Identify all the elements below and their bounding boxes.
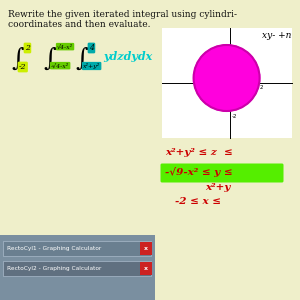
Bar (162, 28, 292, 138)
Bar (140, 262, 152, 275)
Text: coordinates and then evaluate.: coordinates and then evaluate. (8, 20, 151, 29)
Text: x²+y² ≤ z  ≤: x²+y² ≤ z ≤ (165, 148, 233, 157)
Text: 2: 2 (25, 44, 30, 52)
Text: 2: 2 (232, 49, 235, 53)
Text: Rewrite the given iterated integral using cylindri-: Rewrite the given iterated integral usin… (8, 10, 237, 19)
Text: 2: 2 (260, 85, 263, 90)
Circle shape (194, 45, 260, 111)
Text: -2: -2 (19, 63, 26, 71)
Text: x²+y: x²+y (205, 183, 230, 192)
Text: ydzdydx: ydzdydx (103, 51, 152, 62)
Bar (140, 242, 152, 255)
Text: ∫: ∫ (76, 48, 88, 71)
Bar (3, 241, 151, 256)
Text: x: x (144, 266, 148, 271)
Text: RectoCyl1 - Graphing Calculator: RectoCyl1 - Graphing Calculator (7, 246, 101, 251)
Text: -√9-x² ≤ y ≤: -√9-x² ≤ y ≤ (165, 167, 232, 177)
Bar (0, 235, 155, 300)
Text: ∫: ∫ (44, 48, 56, 71)
FancyBboxPatch shape (160, 164, 284, 182)
Text: RectoCyl2 - Graphing Calculator: RectoCyl2 - Graphing Calculator (7, 266, 101, 271)
Text: x: x (144, 246, 148, 251)
Text: xy- +n: xy- +n (262, 31, 291, 40)
Text: -2: -2 (232, 113, 237, 119)
Text: -2: -2 (194, 85, 200, 90)
Text: -2 ≤ x ≤: -2 ≤ x ≤ (175, 197, 221, 206)
Text: 4: 4 (89, 44, 94, 52)
Bar (3, 261, 151, 276)
Text: ∫: ∫ (11, 48, 25, 71)
Text: √4-x²: √4-x² (57, 44, 73, 49)
Text: -√4-x²: -√4-x² (51, 63, 69, 68)
Text: x²+y²: x²+y² (83, 63, 100, 69)
